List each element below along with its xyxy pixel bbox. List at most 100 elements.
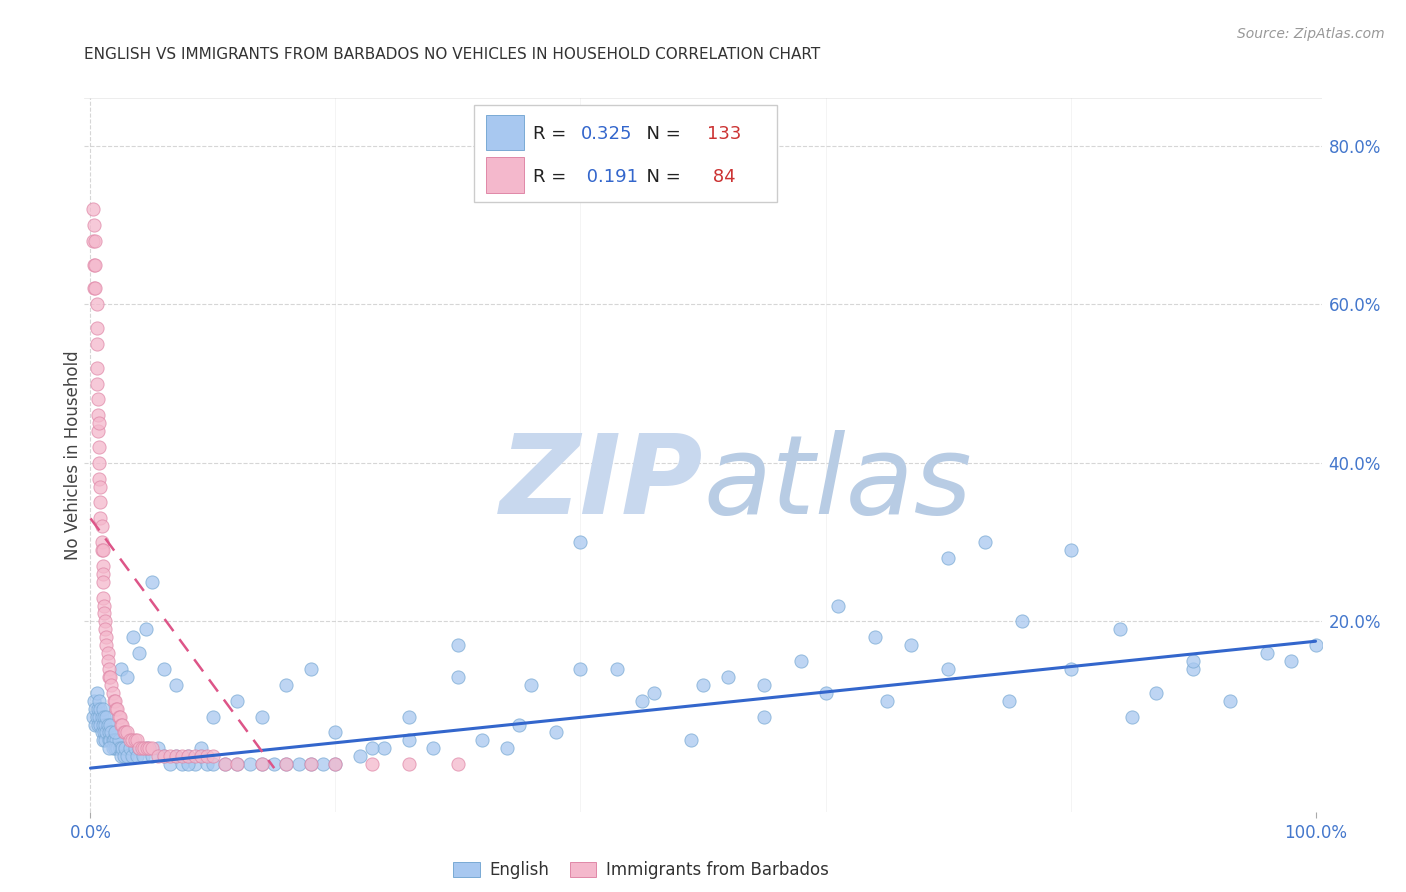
Point xyxy=(104,741,127,756)
Point xyxy=(96,709,118,723)
Point xyxy=(91,543,114,558)
Point xyxy=(93,599,115,613)
Point xyxy=(94,615,117,629)
Point xyxy=(496,741,519,756)
Point xyxy=(146,749,169,764)
Point xyxy=(91,574,114,589)
FancyBboxPatch shape xyxy=(486,114,523,150)
Point xyxy=(97,654,120,668)
Point xyxy=(104,725,127,739)
FancyBboxPatch shape xyxy=(474,105,778,202)
Point xyxy=(97,646,120,660)
Point xyxy=(790,654,813,668)
Text: Source: ZipAtlas.com: Source: ZipAtlas.com xyxy=(1237,27,1385,41)
Point xyxy=(84,701,107,715)
Point xyxy=(82,234,104,248)
Point xyxy=(141,749,163,764)
Point xyxy=(96,630,118,644)
Point xyxy=(91,717,114,731)
Point xyxy=(153,749,176,764)
Point xyxy=(86,321,108,335)
Point xyxy=(83,258,105,272)
Point xyxy=(111,717,134,731)
Point xyxy=(1256,646,1278,660)
Point xyxy=(276,757,298,772)
Point xyxy=(87,709,110,723)
Point xyxy=(87,416,110,430)
Point xyxy=(226,757,249,772)
Point xyxy=(97,662,120,676)
Point xyxy=(398,709,420,723)
Point xyxy=(97,741,120,756)
Point xyxy=(91,701,114,715)
Point xyxy=(128,741,150,756)
Point xyxy=(87,472,110,486)
Point xyxy=(135,741,157,756)
Text: N =: N = xyxy=(636,168,686,186)
Point xyxy=(107,733,129,747)
Point xyxy=(84,281,107,295)
Point xyxy=(312,757,335,772)
Point xyxy=(422,741,444,756)
Point xyxy=(90,725,112,739)
Point xyxy=(135,623,157,637)
Point xyxy=(108,741,131,756)
Point xyxy=(124,741,146,756)
Point xyxy=(98,670,121,684)
Point xyxy=(190,741,212,756)
Point xyxy=(973,535,995,549)
Point xyxy=(299,757,322,772)
Point xyxy=(201,749,224,764)
Point xyxy=(86,376,108,391)
Point xyxy=(91,558,114,573)
Point xyxy=(94,623,117,637)
Point xyxy=(107,701,129,715)
Point xyxy=(90,709,112,723)
Point xyxy=(91,566,114,581)
Point xyxy=(96,725,118,739)
Point xyxy=(349,749,371,764)
Point xyxy=(125,749,148,764)
Point xyxy=(250,709,273,723)
Point xyxy=(1059,662,1081,676)
Point xyxy=(447,638,470,652)
Point xyxy=(101,741,124,756)
Point xyxy=(87,409,110,423)
Point xyxy=(153,662,176,676)
Point xyxy=(754,678,776,692)
Point xyxy=(226,757,249,772)
Point xyxy=(100,725,122,739)
Point xyxy=(82,202,104,216)
Point xyxy=(97,725,120,739)
Point xyxy=(94,733,117,747)
Point xyxy=(361,741,384,756)
Point xyxy=(118,741,141,756)
Point xyxy=(177,749,200,764)
Point xyxy=(103,733,125,747)
Point xyxy=(131,741,153,756)
Point xyxy=(900,638,922,652)
Point xyxy=(692,678,714,692)
Point xyxy=(94,717,117,731)
Point xyxy=(936,662,959,676)
Point xyxy=(121,733,143,747)
Point xyxy=(679,733,702,747)
Point xyxy=(110,749,132,764)
Point xyxy=(93,607,115,621)
Point xyxy=(96,638,118,652)
Point xyxy=(98,717,121,731)
Point xyxy=(165,678,187,692)
Point xyxy=(87,694,110,708)
Point xyxy=(520,678,543,692)
Point xyxy=(172,749,194,764)
Point xyxy=(325,725,347,739)
Point xyxy=(863,630,886,644)
Text: 84: 84 xyxy=(707,168,735,186)
Point xyxy=(84,258,107,272)
Point xyxy=(125,733,148,747)
Point xyxy=(89,511,111,525)
Point xyxy=(936,551,959,566)
Point xyxy=(287,757,309,772)
Point xyxy=(86,297,108,311)
Point xyxy=(190,749,212,764)
